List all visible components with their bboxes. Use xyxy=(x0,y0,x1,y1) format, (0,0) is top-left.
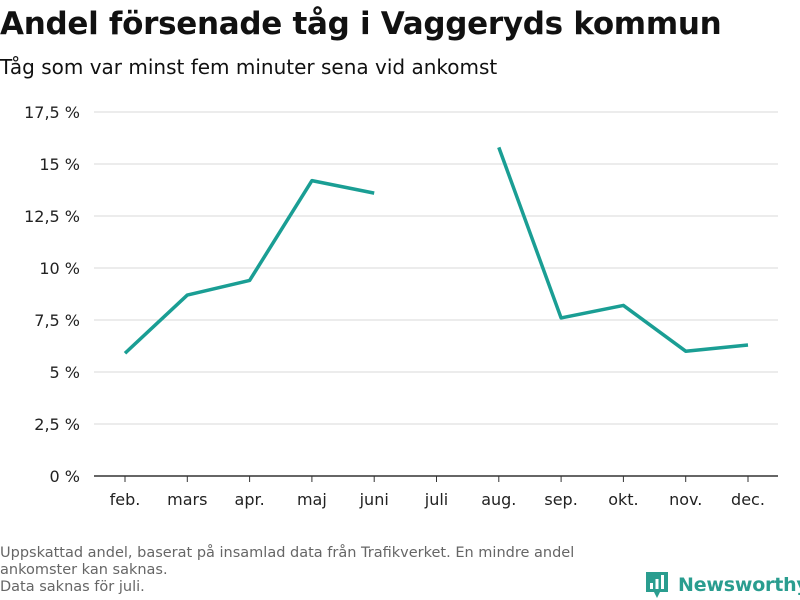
chart-title: Andel försenade tåg i Vaggeryds kommun xyxy=(0,6,722,42)
x-tick-label: nov. xyxy=(669,490,702,509)
y-tick-label: 0 % xyxy=(50,467,80,486)
series-line-segment xyxy=(497,146,749,353)
bar-chart-badge-icon xyxy=(646,572,668,598)
brand-logo: Newsworthy xyxy=(644,570,800,600)
y-tick-label: 15 % xyxy=(39,155,80,174)
series-lines xyxy=(123,146,749,355)
y-tick-label: 10 % xyxy=(39,259,80,278)
x-tick-label: dec. xyxy=(731,490,765,509)
y-tick-label: 12,5 % xyxy=(24,207,80,226)
y-tick-label: 2,5 % xyxy=(34,415,80,434)
x-tick-label: sep. xyxy=(544,490,577,509)
chart-subtitle: Tåg som var minst fem minuter sena vid a… xyxy=(0,55,498,79)
source-note: Uppskattad andel, baserat på insamlad da… xyxy=(0,545,640,596)
y-axis-tick-labels: 0 % 2,5 % 5 % 7,5 % 10 % 12,5 % 15 % 17,5 % xyxy=(24,103,80,486)
brand-name: Newsworthy xyxy=(678,574,800,596)
x-tick-label: maj xyxy=(297,490,327,509)
series-line-segment xyxy=(123,178,375,355)
y-tick-label: 17,5 % xyxy=(24,103,80,122)
x-tick-label: mars xyxy=(167,490,207,509)
x-axis: feb. mars apr. maj juni juli aug. sep. okt. nov. d… xyxy=(94,475,778,509)
source-note-line: ankomster kan saknas. xyxy=(0,562,168,578)
y-tick-label: 5 % xyxy=(50,363,80,382)
x-tick-label: aug. xyxy=(481,490,516,509)
source-note-line: Data saknas för juli. xyxy=(0,579,145,595)
y-tick-label: 7,5 % xyxy=(34,311,80,330)
x-tick-label: okt. xyxy=(608,490,638,509)
x-tick-label: juli xyxy=(424,490,448,509)
x-tick-label: feb. xyxy=(110,490,141,509)
x-tick-label: apr. xyxy=(235,490,265,509)
source-note-line: Uppskattad andel, baserat på insamlad da… xyxy=(0,545,575,561)
gridlines xyxy=(94,111,778,425)
x-tick-label: juni xyxy=(359,490,389,509)
